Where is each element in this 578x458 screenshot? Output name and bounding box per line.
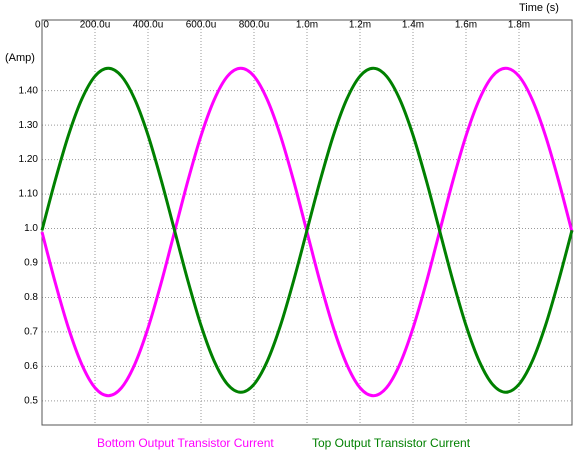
y-tick-label: 1.30 <box>19 120 39 131</box>
y-axis-label: (Amp) <box>5 52 35 64</box>
series-line <box>40 66 574 394</box>
y-tick-label: 0.7 <box>24 327 38 338</box>
x-tick-label: 200.0u <box>80 20 111 31</box>
y-tick-label: 1.40 <box>19 85 39 96</box>
x-tick-label: 1.6m <box>455 20 477 31</box>
x-tick-label: 1.2m <box>349 20 371 31</box>
plot-frame <box>41 19 573 426</box>
x-tick-label: 1.8m <box>508 20 530 31</box>
x-tick-label: 1.0m <box>296 20 318 31</box>
y-tick-label: 0.5 <box>24 396 38 407</box>
y-tick-label: 1.0 <box>24 223 38 234</box>
x-tick-label: 600.0u <box>186 20 217 31</box>
y-tick-label: 0.8 <box>24 292 38 303</box>
y-tick-label: 0.9 <box>24 258 38 269</box>
y-tick-label: 1.20 <box>19 154 39 165</box>
y-tick-label: 1.10 <box>19 189 39 200</box>
legend-entry: Bottom Output Transistor Current <box>97 436 274 450</box>
y-tick-label: 0.6 <box>24 361 38 372</box>
x-axis-label: Time (s) <box>519 2 559 14</box>
x-tick-label: 1.4m <box>402 20 424 31</box>
legend-entry: Top Output Transistor Current <box>312 436 471 450</box>
x-tick-label: 800.0u <box>239 20 270 31</box>
x-tick-label: 400.0u <box>133 20 164 31</box>
